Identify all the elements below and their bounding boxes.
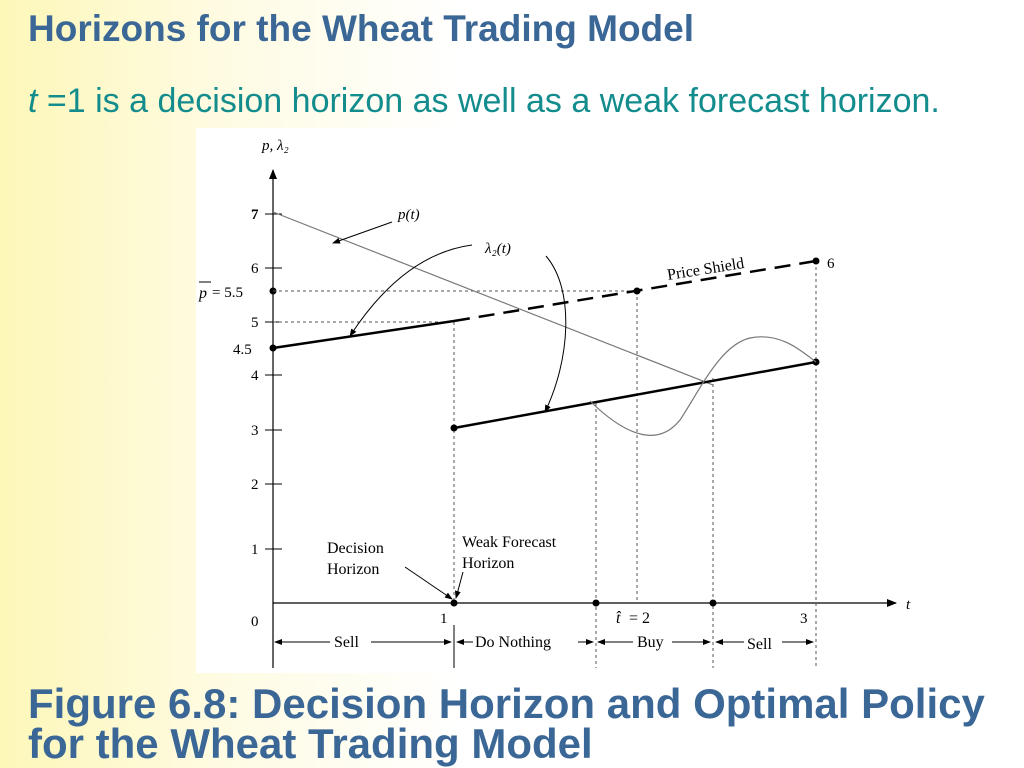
weak-forecast-label-line1: Weak Forecast xyxy=(462,534,557,551)
x-tick-1: 1 xyxy=(440,611,448,627)
lambda2-start-point xyxy=(269,344,277,352)
policy-interval-bars xyxy=(272,625,814,668)
y-tick-4: 4 xyxy=(251,368,259,384)
lambda2-pointer-left xyxy=(349,244,473,337)
lambda2-segment-start-point xyxy=(450,424,458,432)
y-tick-5: 5 xyxy=(251,315,259,331)
t-buy-end-point xyxy=(709,599,717,607)
t-one-point xyxy=(450,599,458,607)
price-shield-point xyxy=(633,287,641,295)
decision-horizon-pointer xyxy=(404,566,453,600)
y-tick-7: 7 xyxy=(251,207,259,223)
lambda2-label: λ₂(t) xyxy=(484,241,511,257)
subtitle-text: =1 is a decision horizon as well as a we… xyxy=(37,82,940,120)
y-axis-label: p, λ₂ xyxy=(261,138,289,154)
decision-horizon-label-line1: Decision xyxy=(327,540,384,557)
x-tick-0: 0 xyxy=(251,614,259,630)
lambda2-segment-left xyxy=(272,319,455,350)
p-t-wave xyxy=(589,336,817,436)
horizon-diagram: p, λ₂ t 7 6 5 4 3 2 1 p = 5.5 4.5 xyxy=(198,138,911,668)
x-tick-t-hat-value: = 2 xyxy=(629,610,650,627)
weak-forecast-pointer xyxy=(454,571,464,599)
p-bar-label: p xyxy=(198,285,207,302)
weak-forecast-label-line2: Horizon xyxy=(462,555,514,572)
y-tick-3: 3 xyxy=(251,423,259,439)
policy-sell-1: Sell xyxy=(334,634,359,651)
figure-caption: Figure 6.8: Decision Horizon and Optimal… xyxy=(28,680,985,767)
decision-horizon-label-line2: Horizon xyxy=(327,561,379,578)
t-buy-start-point xyxy=(592,599,600,607)
p-bar-value: = 5.5 xyxy=(212,285,243,301)
slide-title: Horizons for the Wheat Trading Model xyxy=(28,8,694,49)
x-tick-3: 3 xyxy=(800,611,808,627)
y-tick-4-5: 4.5 xyxy=(233,342,252,358)
policy-sell-2: Sell xyxy=(747,636,772,653)
price-shield-end-point xyxy=(812,257,820,265)
policy-buy: Buy xyxy=(637,634,664,651)
p-t-pointer xyxy=(332,221,393,244)
p-t-label: p(t) xyxy=(397,207,420,223)
p-t-line xyxy=(272,211,714,386)
lambda2-segment-right xyxy=(453,360,817,430)
y-tick-2: 2 xyxy=(251,477,259,493)
diagram-figure: p, λ₂ t 7 6 5 4 3 2 1 p = 5.5 4.5 xyxy=(196,128,928,673)
slide-subtitle: t =1 is a decision horizon as well as a … xyxy=(28,70,968,132)
y-tick-1: 1 xyxy=(251,542,259,558)
subtitle-variable: t xyxy=(28,82,38,120)
lambda2-pointer-right xyxy=(544,255,567,413)
policy-do-nothing: Do Nothing xyxy=(475,634,551,651)
dashed-guides xyxy=(273,261,817,668)
y-tick-6: 6 xyxy=(251,261,259,277)
price-shield-six: 6 xyxy=(827,256,835,272)
x-axis-label: t xyxy=(906,597,911,613)
x-tick-t-hat: t̂ xyxy=(616,610,621,627)
